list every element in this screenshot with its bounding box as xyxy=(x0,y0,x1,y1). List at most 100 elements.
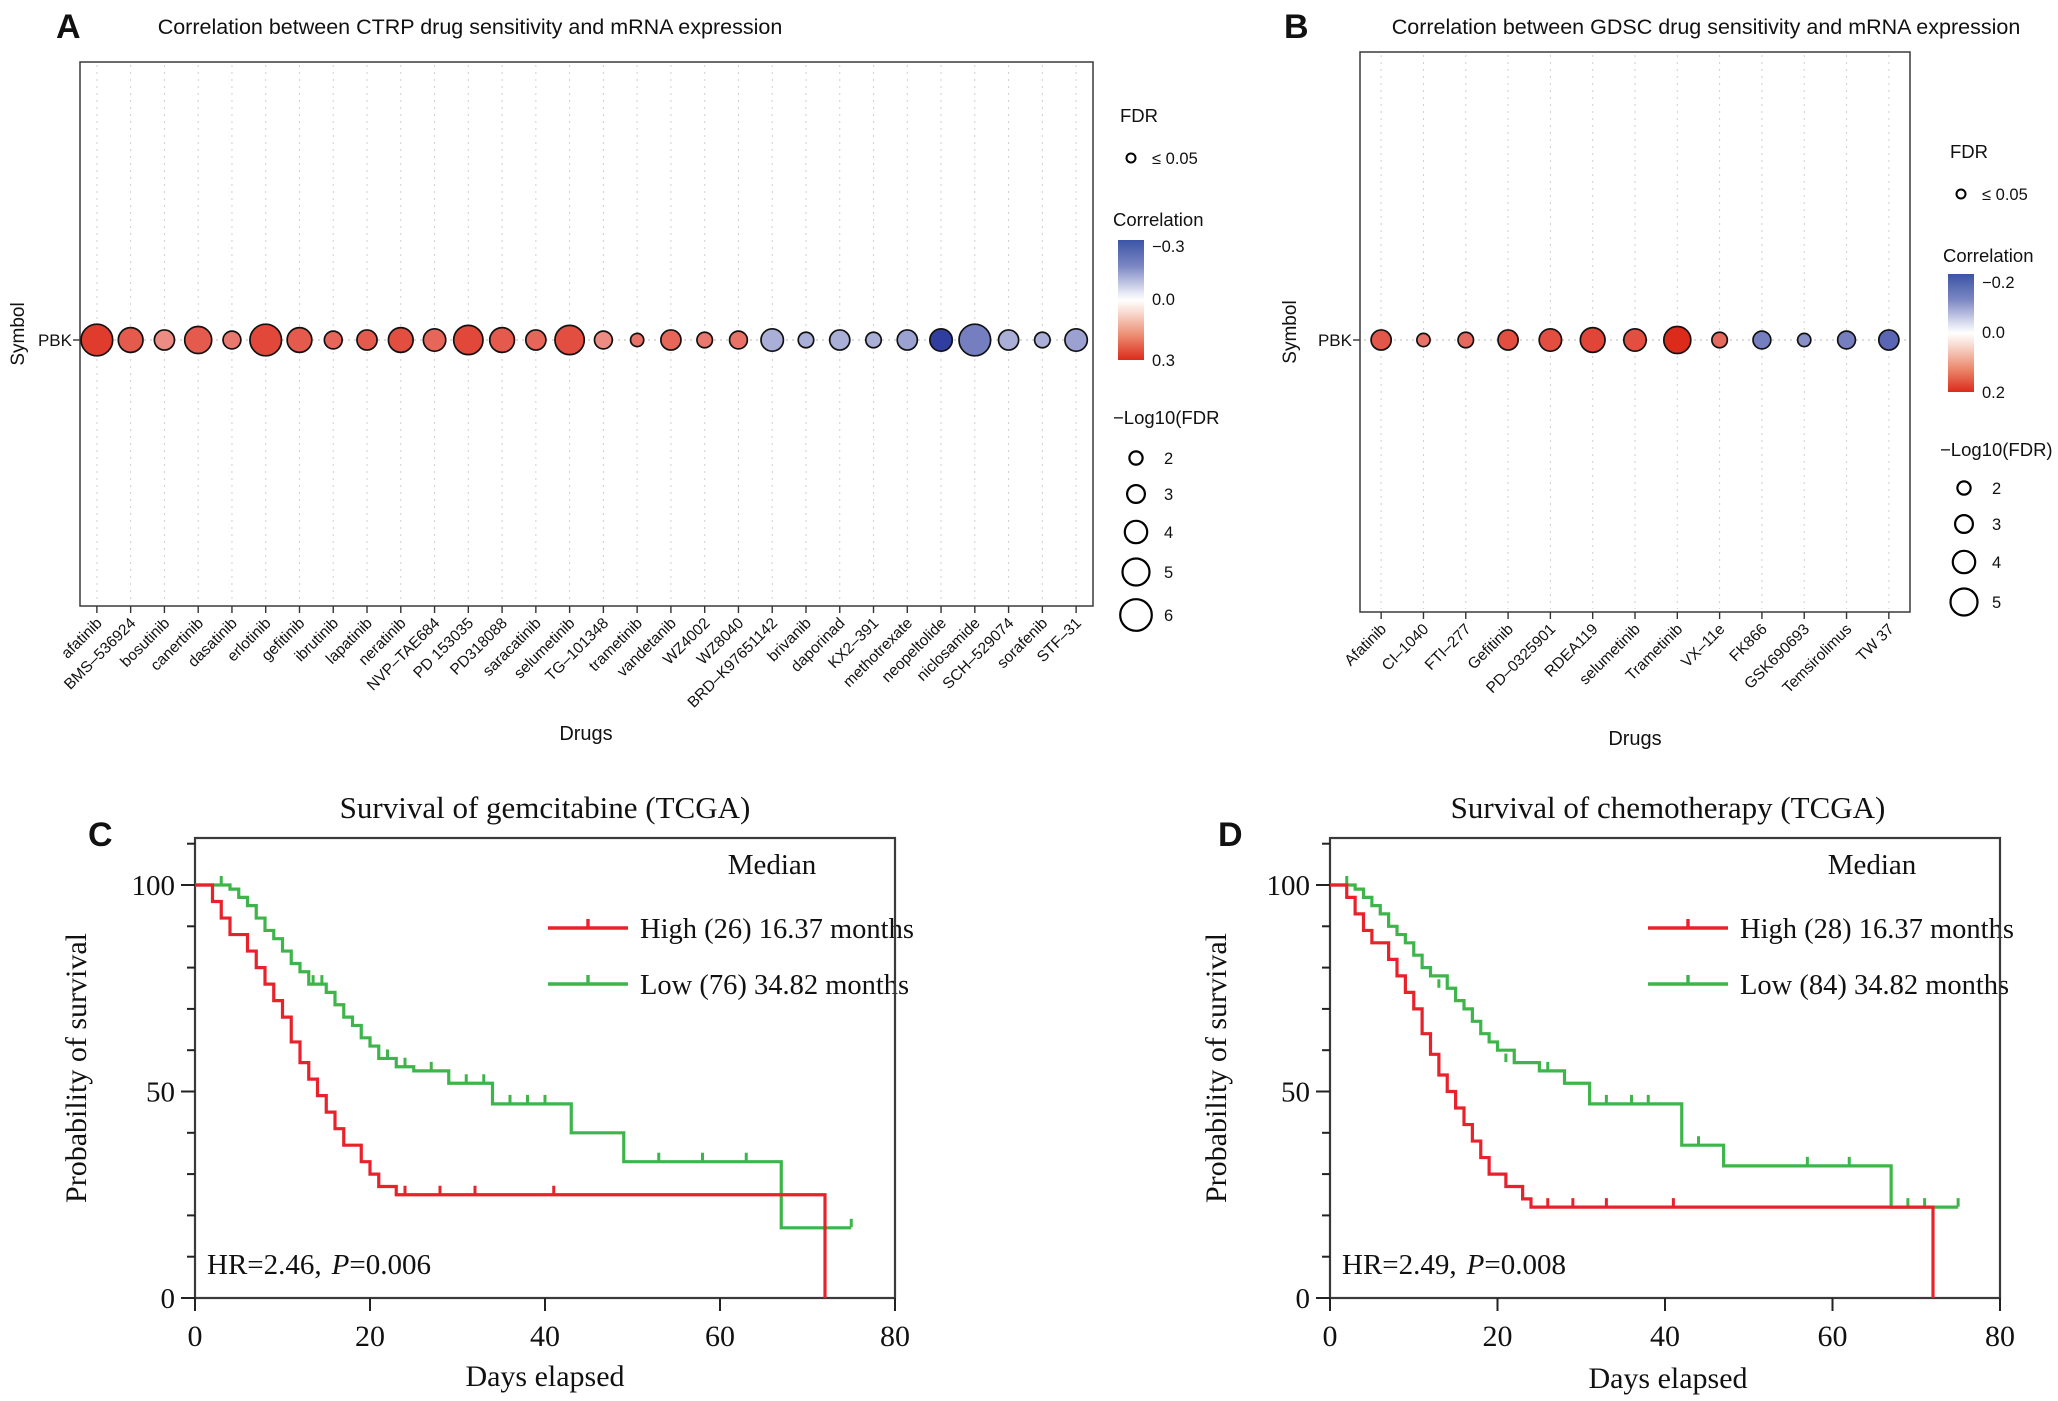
bubble xyxy=(1877,329,1900,351)
drug-tick-label: VX–11e xyxy=(1678,621,1728,671)
size-legend-circle xyxy=(1128,450,1144,466)
fdr-legend-circle xyxy=(1125,152,1137,164)
size-legend-circle xyxy=(1951,549,1977,575)
panel-d-stats-text: HR=2.49, P=0.008 xyxy=(1342,1249,1566,1281)
bubble xyxy=(1836,330,1857,350)
panel-c-legend-low-label: Low (76) 34.82 months xyxy=(640,970,909,1001)
panel-b-title: Correlation between GDSC drug sensitivit… xyxy=(1392,15,2021,39)
panel-c-legend-high-label: High (26) 16.37 months xyxy=(640,914,914,945)
bubble xyxy=(153,329,176,351)
panel-a-row-label: PBK xyxy=(38,331,73,350)
size-legend-circle xyxy=(1125,484,1146,505)
bubble xyxy=(524,329,547,351)
panel-a-ylabel: Symbol xyxy=(8,302,29,365)
bubble xyxy=(1711,331,1729,349)
size-legend-circle xyxy=(1123,519,1149,545)
panel-d-ylabel: Probability of survival xyxy=(1200,933,1233,1203)
size-legend-value: 4 xyxy=(1164,524,1173,542)
bubble xyxy=(629,332,645,348)
bubble xyxy=(828,329,851,351)
x-tick-label: 0 xyxy=(1323,1320,1338,1353)
bubble xyxy=(1579,326,1606,354)
x-tick-label: 60 xyxy=(1818,1320,1848,1353)
panel-c-xlabel: Days elapsed xyxy=(465,1360,624,1393)
bubble xyxy=(183,325,213,355)
panel-a-size-legend-title: −Log10(FDR xyxy=(1113,407,1219,428)
panel-b-corr-tick-top: −0.2 xyxy=(1982,274,2015,292)
drug-tick-label: CI–1040 xyxy=(1379,621,1433,675)
size-legend-value: 6 xyxy=(1164,607,1173,625)
panel-b-corr-legend-title: Correlation xyxy=(1943,245,2034,266)
y-tick-label: 0 xyxy=(1296,1283,1311,1315)
panel-d-hr-value: HR=2.49, xyxy=(1342,1249,1457,1281)
bubble xyxy=(1033,331,1051,349)
survival-curve-low xyxy=(1330,883,1959,1209)
y-tick-label: 50 xyxy=(146,1077,175,1109)
survival-curve-high xyxy=(1330,883,1935,1298)
bubble xyxy=(1622,327,1648,353)
size-legend-circle xyxy=(1953,513,1974,534)
x-tick-label: 80 xyxy=(880,1320,910,1353)
bubble xyxy=(422,327,447,353)
panel-d-legend-title: Median xyxy=(1828,849,1917,881)
bubble xyxy=(554,324,586,356)
size-legend-value: 3 xyxy=(1992,516,2001,534)
panel-c-title: Survival of gemcitabine (TCGA) xyxy=(340,790,751,825)
size-legend-value: 5 xyxy=(1992,594,2001,612)
panel-a-corr-legend-title: Correlation xyxy=(1113,209,1204,230)
panel-b-size-legend-title: −Log10(FDR) xyxy=(1940,439,2053,460)
bubble xyxy=(1752,330,1772,350)
panel-b-corr-tick-mid: 0.0 xyxy=(1982,324,2005,342)
panel-d-legend-high-label: High (28) 16.37 months xyxy=(1740,914,2014,945)
size-legend-value: 4 xyxy=(1992,554,2001,572)
panel-a-letter: A xyxy=(56,8,81,46)
y-tick-label: 0 xyxy=(161,1283,176,1315)
drug-tick-label: TW 37 xyxy=(1853,621,1897,665)
y-tick-label: 50 xyxy=(1281,1077,1310,1109)
panel-b-ylabel: Symbol xyxy=(1280,300,1301,363)
panel-a-corr-tick-mid: 0.0 xyxy=(1152,291,1175,309)
size-legend-circle xyxy=(1956,480,1972,496)
bubble xyxy=(1457,331,1475,349)
bubble xyxy=(1538,327,1563,353)
bubble xyxy=(222,330,242,350)
panel-d-title: Survival of chemotherapy (TCGA) xyxy=(1451,790,1886,825)
panel-a-title: Correlation between CTRP drug sensitivit… xyxy=(158,15,783,39)
size-legend-circle xyxy=(1949,587,1979,617)
bubble xyxy=(1662,325,1692,355)
bubble xyxy=(928,327,954,353)
x-tick-label: 80 xyxy=(1985,1320,2015,1353)
plot-frame xyxy=(1328,836,2002,1300)
bubble xyxy=(660,329,682,351)
bubble xyxy=(728,330,749,350)
bubble xyxy=(593,330,614,350)
bubble xyxy=(696,331,714,349)
y-tick-label: 100 xyxy=(132,870,176,902)
bubble xyxy=(1416,332,1431,348)
size-legend-value: 3 xyxy=(1164,486,1173,504)
bubble xyxy=(452,324,484,356)
panel-c-legend-title: Median xyxy=(728,849,817,881)
bubble xyxy=(387,326,414,354)
correlation-gradient-bar xyxy=(1948,274,1974,392)
bubble xyxy=(80,323,114,357)
panel-c-plot: 0 50 100 0 20 40 60 80 xyxy=(132,836,910,1353)
panel-a-fdr-legend-item: ≤ 0.05 xyxy=(1152,150,1198,168)
x-tick-label: 40 xyxy=(1650,1320,1680,1353)
panel-d-letter: D xyxy=(1218,816,1243,854)
panel-c-letter: C xyxy=(88,816,113,854)
x-tick-label: 20 xyxy=(355,1320,385,1353)
panel-a-corr-tick-top: −0.3 xyxy=(1152,238,1185,256)
panel-d-p-value: =0.008 xyxy=(1484,1249,1566,1281)
panel-b-fdr-legend-title: FDR xyxy=(1950,141,1988,162)
x-tick-label: 20 xyxy=(1483,1320,1513,1353)
size-legend-value: 2 xyxy=(1992,480,2001,498)
bubble xyxy=(896,329,919,351)
survival-curve-low xyxy=(195,883,852,1230)
panel-d-plot: 0 50 100 0 20 40 60 80 xyxy=(1267,836,2015,1353)
panel-b-letter: B xyxy=(1284,8,1309,46)
plot-frame xyxy=(79,61,1094,607)
fdr-legend-circle xyxy=(1955,188,1967,200)
